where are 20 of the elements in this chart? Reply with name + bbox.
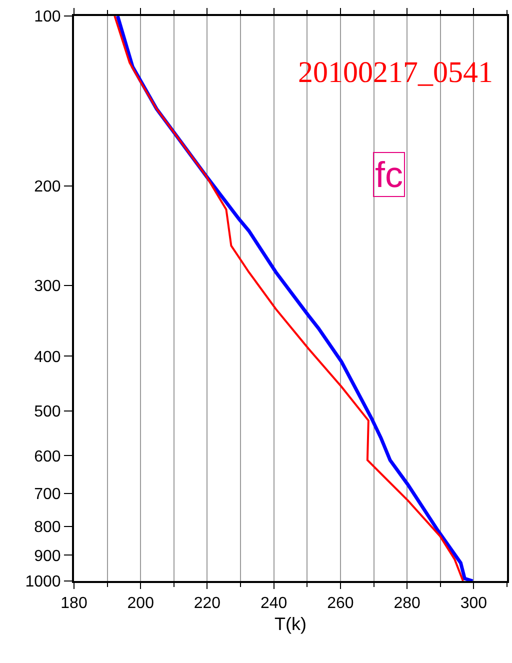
x-tick-label: 220	[194, 595, 221, 612]
y-tick-label: 500	[34, 404, 61, 421]
y-tick-label: 600	[34, 448, 61, 466]
y-tick-label: 1000	[25, 574, 61, 591]
x-tick-label: 240	[260, 595, 288, 612]
x-axis-title: T(k)	[274, 614, 306, 634]
y-tick-label: 800	[34, 518, 61, 536]
y-tick-label: 200	[34, 178, 61, 196]
y-tick-label: 900	[34, 548, 61, 565]
y-tick-label: 400	[34, 348, 61, 366]
x-tick-label: 180	[60, 595, 88, 612]
x-tick-label: 260	[327, 595, 354, 612]
x-tick-label: 200	[127, 595, 154, 612]
y-tick-label: 100	[34, 8, 61, 26]
y-tick-label: 300	[34, 278, 61, 296]
annotation: fc	[375, 154, 404, 195]
y-tick-label: 700	[34, 486, 61, 504]
x-tick-label: 300	[460, 595, 488, 612]
annotation: 20100217_0541	[298, 56, 493, 89]
x-tick-label: 280	[394, 595, 421, 612]
